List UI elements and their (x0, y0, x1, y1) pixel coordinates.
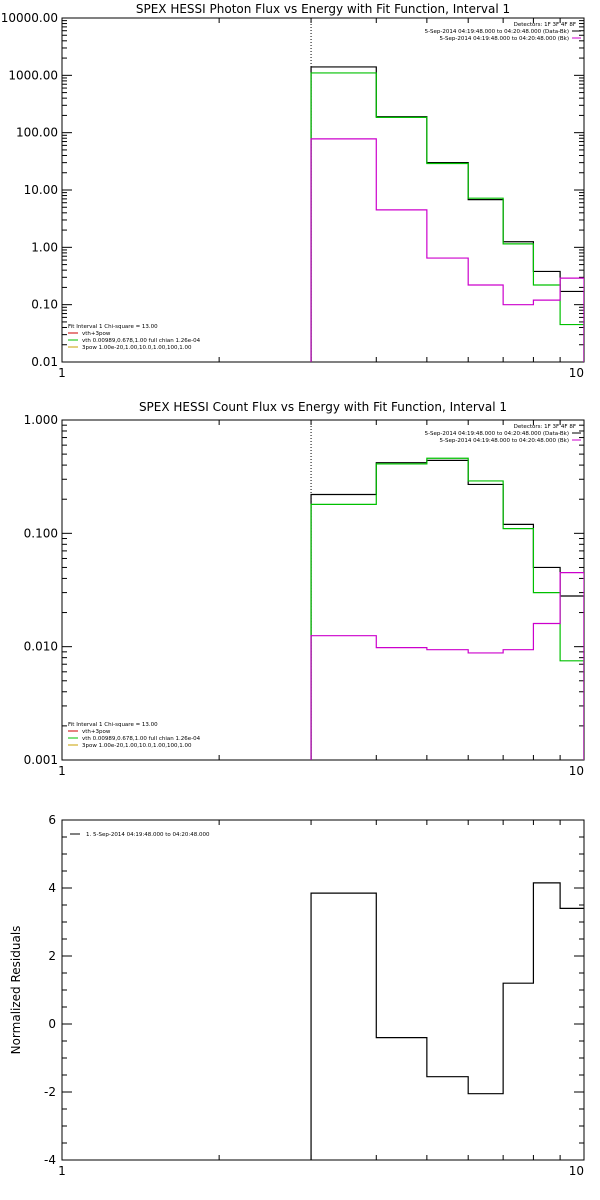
legend-entry: 5-Sep-2014 04:19:48.000 to 04:20:48.000 … (425, 29, 569, 35)
series-line-3 (310, 572, 584, 760)
legend-entry: 1. 5-Sep-2014 04:19:48.000 to 04:20:48.0… (86, 832, 210, 838)
axis-frame (61, 17, 585, 363)
y-tick-label: 2 (48, 949, 56, 963)
legend-entry: 5-Sep-2014 04:19:48.000 to 04:20:48.000 … (440, 36, 570, 42)
chart-3: Normalized Residuals 1 10 -4 -2 0 2 4 6 1. 5-Sep-… (9, 813, 585, 1178)
series-line-1 (310, 882, 584, 1160)
y-tick-label: 0.001 (24, 753, 58, 767)
fit-legend-entry: vth 0.00989,0.678,1.00 full chian 1.26e-… (82, 338, 201, 344)
axis-frame (61, 419, 585, 761)
y-tick-label: 100.00 (16, 126, 58, 140)
x-tick-label: 10 (569, 1164, 584, 1178)
fit-legend-entry: vth+3pow (82, 729, 111, 735)
y-tick-label: 10.00 (24, 183, 58, 197)
y-tick-label: 0.100 (24, 526, 58, 540)
x-tick-label: 1 (58, 1164, 66, 1178)
legend-entry: 5-Sep-2014 04:19:48.000 to 04:20:48.000 … (425, 431, 569, 437)
chart-2: SPEX HESSI Count Flux vs Energy with Fit… (24, 400, 585, 778)
y-tick-label: 0.01 (31, 355, 58, 369)
x-tick-label: 10 (569, 764, 584, 778)
axis-frame (61, 819, 585, 1161)
series-line-1 (310, 66, 584, 362)
y-tick-label: 1.000 (24, 413, 58, 427)
fit-legend-entry: Fit Interval 1 Chi-square = 13.00 (68, 324, 158, 330)
y-tick-label: 0.10 (31, 298, 58, 312)
x-tick-label: 1 (58, 366, 66, 380)
y-tick-label: 1.00 (31, 240, 58, 254)
legend-entry: 5-Sep-2014 04:19:48.000 to 04:20:48.000 … (440, 438, 570, 444)
y-tick-label: 1000.00 (8, 68, 58, 82)
fit-legend-entry: vth 0.00989,0.678,1.00 full chian 1.26e-… (82, 736, 201, 742)
series-line-3 (310, 138, 584, 362)
legend-title: Detectors: 1F 3F 4F 8F (514, 424, 576, 430)
y-tick-label: 0.010 (24, 640, 58, 654)
x-tick-label: 10 (569, 366, 584, 380)
fit-legend-entry: 3pow 1.00e-20,1.00,10.0,1.00,100,1.00 (82, 345, 192, 351)
y-tick-label: 0 (48, 1017, 56, 1031)
y-axis-label: Normalized Residuals (9, 926, 23, 1055)
chart-title: SPEX HESSI Photon Flux vs Energy with Fi… (136, 2, 510, 16)
fit-legend-entry: 3pow 1.00e-20,1.00,10.0,1.00,100,1.00 (82, 743, 192, 749)
y-tick-label: 10000.00 (1, 11, 58, 25)
y-tick-label: 6 (48, 813, 56, 827)
chart-title: SPEX HESSI Count Flux vs Energy with Fit… (139, 400, 507, 414)
series-line-2 (310, 457, 584, 760)
y-tick-label: 4 (48, 881, 56, 895)
legend-title: Detectors: 1F 3F 4F 8F (514, 22, 576, 28)
chart-1: SPEX HESSI Photon Flux vs Energy with Fi… (1, 2, 585, 380)
x-tick-label: 1 (58, 764, 66, 778)
y-tick-label: -2 (44, 1085, 56, 1099)
fit-legend-entry: Fit Interval 1 Chi-square = 13.00 (68, 722, 158, 728)
y-tick-label: -4 (44, 1153, 56, 1167)
fit-legend-entry: vth+3pow (82, 331, 111, 337)
series-line-1 (310, 459, 584, 760)
series-line-2 (310, 72, 584, 362)
